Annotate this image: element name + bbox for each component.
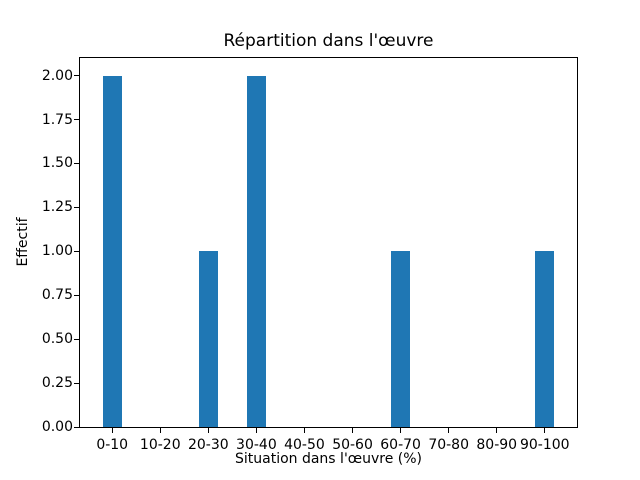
- y-tick-mark: [74, 75, 79, 77]
- x-tick-mark: [303, 428, 305, 433]
- y-tick-mark: [74, 250, 79, 252]
- x-tick-label: 90-100: [519, 437, 570, 453]
- x-tick-mark: [496, 428, 498, 433]
- y-tick-label: 0.50: [41, 331, 73, 348]
- bar-20-30: [198, 251, 218, 427]
- y-tick-label: 1.75: [41, 111, 73, 128]
- x-tick-label: 30-40: [236, 437, 277, 453]
- y-tick-label: 1.25: [41, 199, 73, 216]
- x-axis-label: Situation dans l'œuvre (%): [234, 451, 423, 467]
- x-tick-mark: [544, 428, 546, 433]
- x-tick-mark: [400, 428, 402, 433]
- y-tick-mark: [74, 206, 79, 208]
- x-tick-label: 70-80: [428, 437, 469, 453]
- chart-title: Répartition dans l'œuvre: [223, 31, 434, 51]
- y-tick-mark: [74, 294, 79, 296]
- x-tick-mark: [207, 428, 209, 433]
- x-tick-mark: [255, 428, 257, 433]
- x-tick-label: 60-70: [380, 437, 421, 453]
- y-tick-label: 2.00: [41, 67, 73, 84]
- y-tick-label: 0.25: [41, 375, 73, 392]
- bar-60-70: [390, 251, 411, 427]
- x-tick-label: 0-10: [96, 437, 129, 453]
- y-tick-mark: [74, 162, 79, 164]
- y-tick-label: 0.00: [41, 419, 73, 435]
- x-tick-label: 20-30: [187, 437, 229, 453]
- y-tick-mark: [74, 338, 79, 340]
- bar-90-100: [535, 251, 555, 427]
- x-tick-mark: [159, 428, 161, 433]
- y-tick-mark: [74, 426, 79, 428]
- plot-area: 0.00 0.25 0.50 0.75 1.00 1.25 1.50 1.75 2.00 0-10…: [42, 57, 578, 453]
- x-tick-mark: [111, 428, 113, 433]
- y-tick-mark: [74, 382, 79, 384]
- y-tick-mark: [74, 119, 79, 120]
- x-tick-label: 40-50: [284, 437, 325, 453]
- x-tick-label: 10-20: [139, 437, 181, 453]
- bar-30-40: [246, 75, 266, 427]
- bar-0-10: [102, 75, 122, 427]
- y-tick-label: 1.00: [41, 243, 73, 260]
- y-tick-label: 1.50: [41, 155, 73, 172]
- y-tick-label: 0.75: [41, 287, 73, 304]
- y-axis-label: Effectif: [15, 217, 31, 267]
- x-tick-mark: [448, 428, 450, 433]
- x-tick-label: 80-90: [476, 437, 518, 453]
- x-tick-label: 50-60: [332, 437, 373, 453]
- x-tick-mark: [352, 428, 354, 433]
